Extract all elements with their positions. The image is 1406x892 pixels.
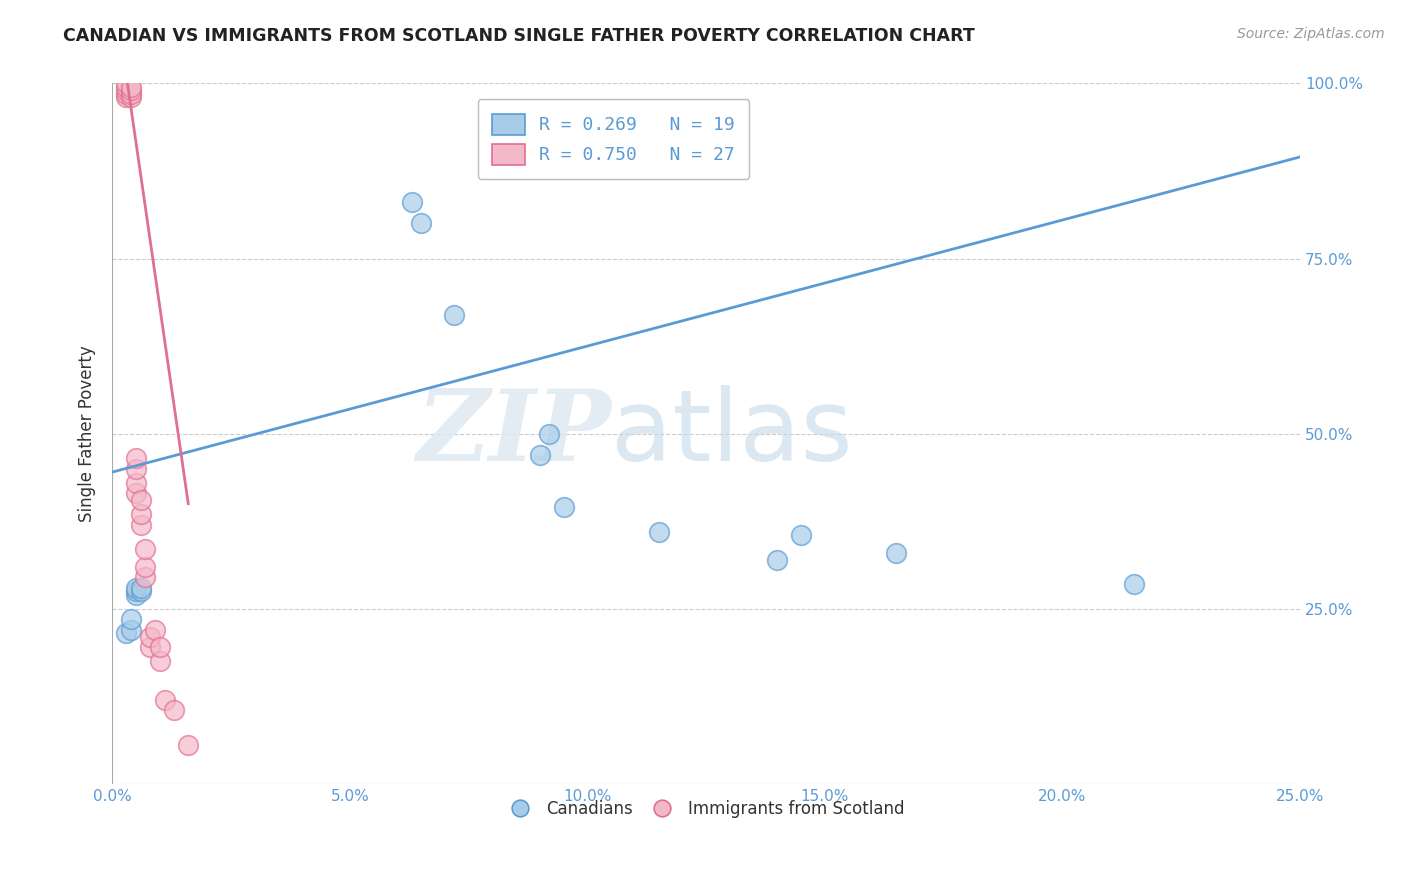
Point xyxy=(647,524,669,539)
Point xyxy=(177,738,200,752)
Legend: Canadians, Immigrants from Scotland: Canadians, Immigrants from Scotland xyxy=(501,793,911,824)
Point xyxy=(125,584,148,599)
Point xyxy=(115,77,138,91)
Point xyxy=(120,90,142,104)
Point xyxy=(139,640,162,655)
Point xyxy=(120,79,142,94)
Text: ZIP: ZIP xyxy=(416,385,612,482)
Y-axis label: Single Father Poverty: Single Father Poverty xyxy=(79,345,96,522)
Point xyxy=(553,500,575,515)
Point xyxy=(139,630,162,644)
Point xyxy=(129,584,152,599)
Point xyxy=(409,217,432,231)
Text: CANADIAN VS IMMIGRANTS FROM SCOTLAND SINGLE FATHER POVERTY CORRELATION CHART: CANADIAN VS IMMIGRANTS FROM SCOTLAND SIN… xyxy=(63,27,974,45)
Point xyxy=(120,83,142,97)
Point xyxy=(129,581,152,595)
Point xyxy=(120,623,142,637)
Point xyxy=(125,486,148,500)
Text: atlas: atlas xyxy=(612,385,852,482)
Point xyxy=(120,87,142,101)
Point xyxy=(129,493,152,508)
Point xyxy=(538,426,561,441)
Point xyxy=(1122,577,1144,591)
Point xyxy=(134,542,156,557)
Point xyxy=(149,640,172,655)
Point xyxy=(115,90,138,104)
Point xyxy=(129,507,152,521)
Point xyxy=(125,475,148,490)
Point xyxy=(125,588,148,602)
Point xyxy=(125,581,148,595)
Point xyxy=(134,559,156,574)
Text: Source: ZipAtlas.com: Source: ZipAtlas.com xyxy=(1237,27,1385,41)
Point xyxy=(125,461,148,475)
Point xyxy=(153,692,176,706)
Point xyxy=(149,654,172,668)
Point xyxy=(115,79,138,94)
Point xyxy=(790,528,813,542)
Point xyxy=(443,308,465,322)
Point xyxy=(766,552,789,566)
Point xyxy=(143,623,166,637)
Point xyxy=(529,448,551,462)
Point xyxy=(163,703,186,717)
Point xyxy=(115,83,138,97)
Point xyxy=(134,570,156,584)
Point xyxy=(129,517,152,532)
Point xyxy=(115,87,138,101)
Point xyxy=(115,626,138,640)
Point xyxy=(120,612,142,626)
Point xyxy=(401,195,423,210)
Point xyxy=(125,451,148,466)
Point xyxy=(884,546,907,560)
